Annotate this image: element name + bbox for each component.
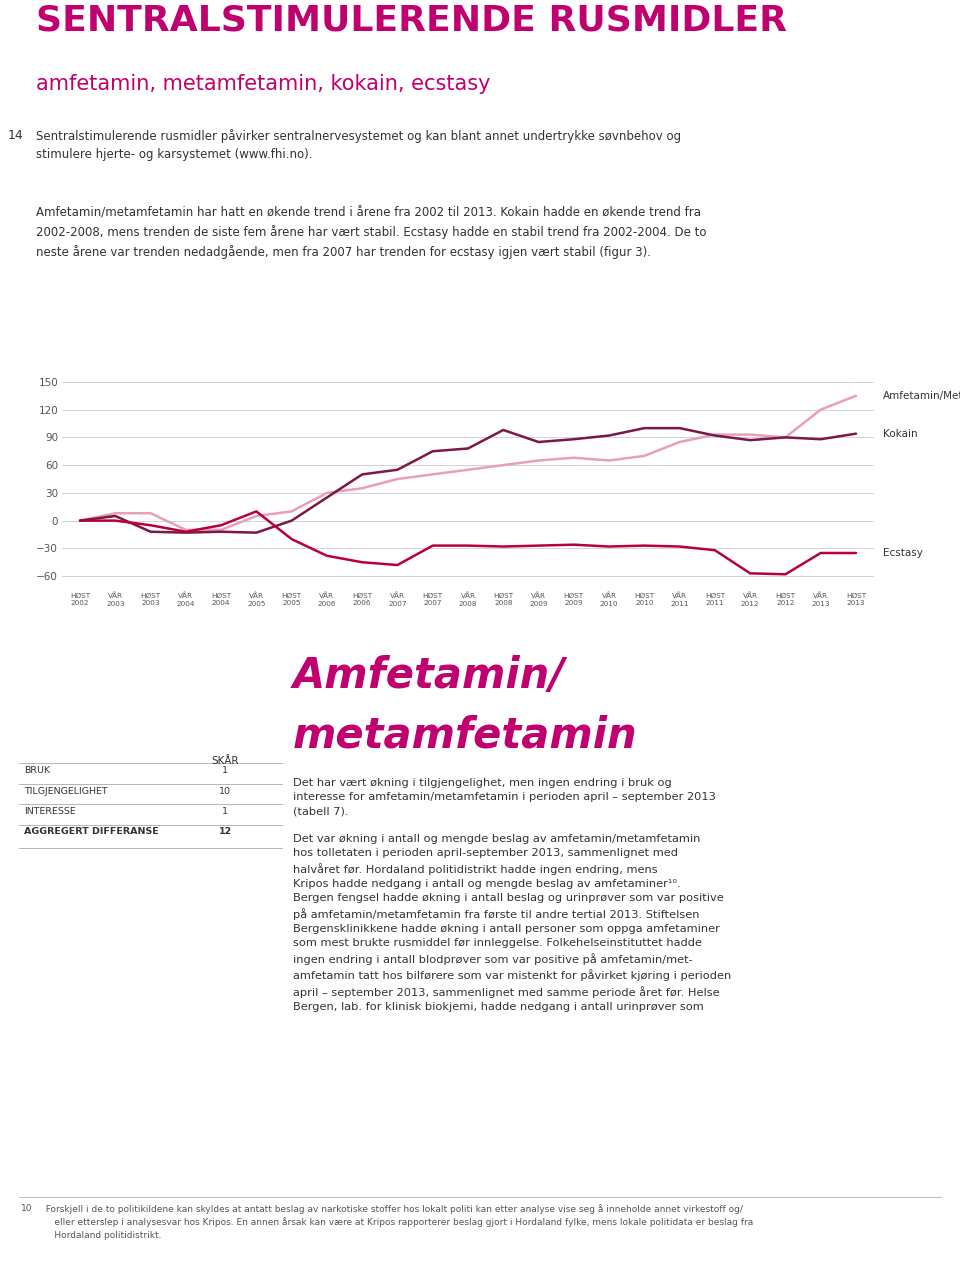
Text: FIGUR 3: LANGTIDSTRENDER: FIGUR 3: LANGTIDSTRENDER	[12, 352, 165, 362]
Text: HØST
2007: HØST 2007	[422, 592, 443, 606]
Text: 10: 10	[219, 787, 231, 796]
Text: HØST
2009: HØST 2009	[564, 592, 584, 606]
Text: VÅR
2006: VÅR 2006	[318, 592, 336, 606]
Text: VÅR
2003: VÅR 2003	[106, 592, 125, 606]
Text: APRIL - SEPTEMBER 2013: APRIL - SEPTEMBER 2013	[37, 722, 161, 731]
Text: INTERESSE: INTERESSE	[25, 807, 76, 816]
Text: 1: 1	[222, 766, 228, 775]
Text: HØST
2013: HØST 2013	[846, 592, 866, 606]
Text: HØST
2004: HØST 2004	[211, 592, 231, 606]
Text: AMFETAMIN/METAMFETAMIN: AMFETAMIN/METAMFETAMIN	[37, 688, 205, 697]
Text: SENTRALSTIMULERENDE RUSMIDLER: SENTRALSTIMULERENDE RUSMIDLER	[137, 352, 354, 362]
Text: SENTRALSTIMULERENDE RUSMIDLER: SENTRALSTIMULERENDE RUSMIDLER	[36, 4, 787, 37]
Text: AGGREGERT DIFFERANSE: AGGREGERT DIFFERANSE	[25, 827, 159, 836]
Text: VÅR
2013: VÅR 2013	[811, 592, 830, 606]
Text: Forskjell i de to politikildene kan skyldes at antatt beslag av narkotiske stoff: Forskjell i de to politikildene kan skyl…	[40, 1204, 754, 1239]
Text: HØST
2012: HØST 2012	[776, 592, 796, 606]
Text: Sentralstimulerende rusmidler påvirker sentralnervesystemet og kan blant annet u: Sentralstimulerende rusmidler påvirker s…	[36, 128, 682, 161]
Text: Amfetamin/Metamfetamin: Amfetamin/Metamfetamin	[883, 390, 960, 400]
Text: Det har vært økning i tilgjengelighet, men ingen endring i bruk og
interesse for: Det har vært økning i tilgjengelighet, m…	[293, 778, 732, 1012]
Text: TILGJENGELIGHET: TILGJENGELIGHET	[25, 787, 108, 796]
Text: 1: 1	[222, 807, 228, 816]
Text: HØST
2003: HØST 2003	[140, 592, 160, 606]
Text: VÅR
2005: VÅR 2005	[247, 592, 266, 606]
Text: Kokain: Kokain	[883, 428, 918, 438]
Text: VÅR
2008: VÅR 2008	[459, 592, 477, 606]
Text: metamfetamin: metamfetamin	[293, 716, 637, 758]
Text: HØST
2011: HØST 2011	[705, 592, 725, 606]
Text: HØST
2005: HØST 2005	[281, 592, 301, 606]
Text: HØST
2006: HØST 2006	[352, 592, 372, 606]
Text: VÅR
2010: VÅR 2010	[600, 592, 618, 606]
Text: 2002 - 2013: 2002 - 2013	[284, 352, 349, 362]
Text: 12: 12	[219, 827, 231, 836]
Text: Amfetamin/: Amfetamin/	[293, 655, 565, 697]
Text: 10: 10	[21, 1204, 33, 1213]
Text: Ecstasy: Ecstasy	[883, 548, 924, 558]
Text: Amfetamin/metamfetamin har hatt en økende trend i årene fra 2002 til 2013. Kokai: Amfetamin/metamfetamin har hatt en økend…	[36, 207, 707, 259]
Text: BRUK: BRUK	[25, 766, 51, 775]
Text: VÅR
2007: VÅR 2007	[388, 592, 407, 606]
Text: VÅR
2012: VÅR 2012	[741, 592, 759, 606]
Text: VÅR
2011: VÅR 2011	[670, 592, 689, 606]
Text: TABELL 7: TABELL 7	[37, 670, 83, 680]
Text: VÅR
2004: VÅR 2004	[177, 592, 195, 606]
Text: HØST
2008: HØST 2008	[493, 592, 514, 606]
Text: AGGREGERT DIFFERANSE: AGGREGERT DIFFERANSE	[37, 705, 161, 716]
Text: amfetamin, metamfetamin, kokain, ecstasy: amfetamin, metamfetamin, kokain, ecstasy	[36, 74, 491, 94]
Text: SKÅR: SKÅR	[211, 756, 239, 766]
Text: VÅR
2009: VÅR 2009	[529, 592, 548, 606]
Text: 14: 14	[8, 128, 23, 142]
Text: HØST
2010: HØST 2010	[635, 592, 655, 606]
Text: HØST
2002: HØST 2002	[70, 592, 90, 606]
